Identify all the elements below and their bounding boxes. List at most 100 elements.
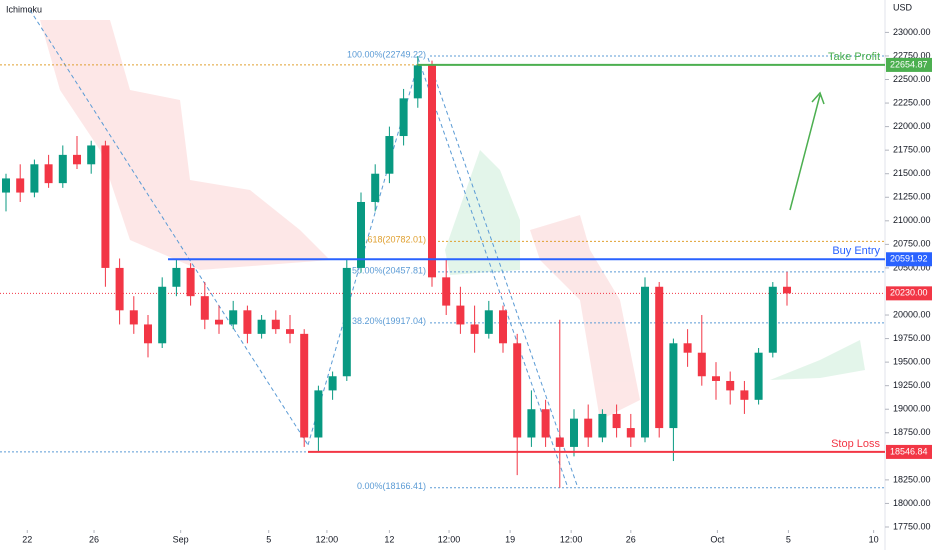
candle-body	[726, 380, 735, 391]
x-tick-label: 12	[384, 534, 394, 544]
candle-body	[286, 329, 294, 334]
candle	[243, 305, 252, 344]
candle	[58, 145, 67, 188]
y-tick-label: 22250.00	[893, 97, 931, 107]
price-tag	[886, 57, 932, 72]
x-tick-label: 12:00	[316, 534, 339, 544]
candle	[697, 315, 706, 386]
candle	[768, 282, 777, 358]
candle	[655, 282, 664, 438]
candle	[385, 126, 394, 184]
candle-body	[712, 376, 720, 381]
candle	[2, 173, 10, 212]
candle-body	[783, 286, 791, 294]
candle-body	[129, 310, 138, 325]
x-tick-label: Sep	[173, 534, 189, 544]
candle	[144, 315, 152, 358]
y-tick-label: 21500.00	[893, 168, 931, 178]
candle-body	[456, 305, 465, 325]
candle-body	[342, 267, 351, 377]
candle	[584, 404, 593, 447]
candle	[357, 192, 365, 273]
level-label: Buy Entry	[832, 245, 880, 257]
candle	[598, 409, 607, 443]
price-tag-label: 22654.87	[890, 59, 928, 69]
candle-body	[229, 310, 238, 325]
candle	[257, 315, 266, 339]
candle-body	[584, 418, 593, 438]
candle	[641, 277, 649, 443]
candle-body	[115, 267, 124, 311]
candle	[73, 136, 81, 170]
arrow-head	[811, 91, 825, 105]
candle-body	[399, 98, 408, 137]
candle-body	[499, 310, 507, 344]
candle-body	[200, 296, 209, 320]
y-tick-label: 20500.00	[893, 262, 931, 272]
candle-body	[357, 201, 365, 268]
candle	[215, 305, 223, 334]
candle-body	[470, 324, 479, 334]
y-tick-label: 18000.00	[893, 498, 931, 508]
candle-body	[570, 418, 578, 447]
candle-body	[612, 413, 621, 429]
candle-body	[442, 277, 451, 306]
candle-body	[300, 333, 309, 438]
candle	[442, 258, 451, 316]
y-tick-label: 22500.00	[893, 74, 931, 84]
candle-body	[2, 178, 10, 193]
candle	[555, 319, 564, 488]
candle-body	[598, 413, 607, 438]
candle	[44, 154, 53, 188]
candle	[371, 164, 380, 212]
price-tag	[886, 444, 932, 459]
y-tick-label: 17750.00	[893, 521, 931, 531]
candle	[286, 315, 294, 344]
candle	[470, 305, 479, 353]
candle-body	[58, 154, 67, 184]
candle	[499, 305, 507, 353]
candle-body	[697, 352, 706, 377]
candle	[626, 413, 635, 447]
candle	[726, 371, 735, 405]
candle	[783, 271, 791, 306]
candle	[413, 56, 422, 108]
y-tick-label: 19000.00	[893, 404, 931, 414]
candle-body	[555, 437, 564, 447]
candle	[186, 263, 195, 306]
candle-body	[527, 409, 536, 438]
candle	[87, 140, 96, 174]
candle-body	[371, 173, 380, 202]
level-label: Take Profit	[828, 51, 880, 63]
y-tick-label: 23000.00	[893, 27, 931, 37]
price-tag-label: 20230.00	[890, 288, 928, 298]
candle-body	[683, 343, 692, 353]
candle	[30, 159, 39, 198]
candle-body	[513, 343, 522, 438]
x-tick-label: 5	[786, 534, 791, 544]
candle-body	[172, 267, 181, 287]
candle	[16, 164, 25, 202]
x-tick-label: 5	[266, 534, 271, 544]
trend-line	[427, 57, 579, 489]
y-tick-label: 21250.00	[893, 192, 931, 202]
x-tick-label: 12:00	[438, 534, 461, 544]
x-tick-label: 19	[505, 534, 515, 544]
fib-label: 0.00%(18166.41)	[357, 481, 426, 491]
candle	[740, 380, 749, 414]
x-tick-label: 10	[869, 534, 879, 544]
y-tick-label: 19250.00	[893, 380, 931, 390]
candle-body	[158, 286, 167, 344]
candle	[115, 258, 124, 325]
candle-body	[413, 65, 422, 99]
y-tick-label: 19500.00	[893, 357, 931, 367]
candle	[158, 277, 167, 348]
candle	[712, 362, 720, 400]
candle-body	[768, 286, 777, 353]
candle	[101, 140, 110, 287]
trend-line	[29, 9, 309, 446]
candle	[342, 258, 351, 381]
candle	[428, 60, 436, 287]
candle	[229, 300, 238, 330]
